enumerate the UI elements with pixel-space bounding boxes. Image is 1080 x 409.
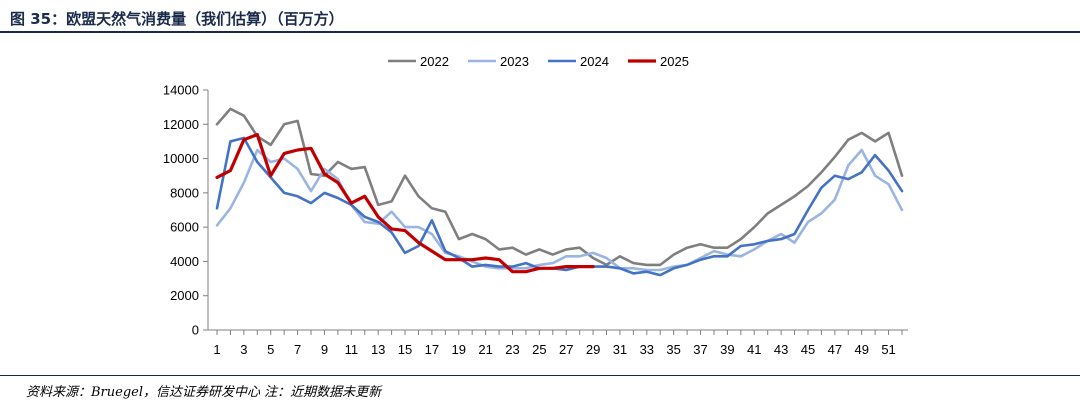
series-line-2022 xyxy=(215,107,904,267)
x-tick-label: 35 xyxy=(666,342,680,357)
x-tick-label: 39 xyxy=(720,342,734,357)
series-line-2023 xyxy=(215,148,904,272)
legend-label-2025: 2025 xyxy=(660,54,689,69)
x-tick-label: 29 xyxy=(586,342,600,357)
top-divider xyxy=(0,31,1080,33)
x-tick-label: 31 xyxy=(613,342,627,357)
x-tick-label: 11 xyxy=(345,342,359,357)
legend-label-2023: 2023 xyxy=(500,54,529,69)
x-tick-label: 33 xyxy=(640,342,654,357)
legend-label-2024: 2024 xyxy=(580,54,609,69)
y-tick-label: 4000 xyxy=(170,254,199,269)
x-tick-label: 37 xyxy=(693,342,707,357)
legend-label-2022: 2022 xyxy=(420,54,449,69)
y-tick-label: 12000 xyxy=(163,117,199,132)
y-tick-label: 14000 xyxy=(163,83,199,98)
chart-legend: 2022 2023 2024 2025 xyxy=(388,54,689,69)
x-tick-label: 49 xyxy=(854,342,868,357)
x-tick-label: 15 xyxy=(398,342,412,357)
x-tick-label: 3 xyxy=(240,342,247,357)
x-tick-label: 19 xyxy=(452,342,466,357)
y-tick-label: 0 xyxy=(192,323,199,338)
x-tick-label: 43 xyxy=(774,342,788,357)
figure-title: 图 35：欧盟天然气消费量（我们估算）（百万方） xyxy=(10,10,344,28)
x-tick-label: 51 xyxy=(881,342,895,357)
x-tick-label: 1 xyxy=(213,342,220,357)
y-tick-label: 8000 xyxy=(170,185,199,200)
series-line-2024 xyxy=(215,136,904,277)
chart-series xyxy=(215,107,904,277)
x-tick-label: 25 xyxy=(532,342,546,357)
x-tick-label: 47 xyxy=(828,342,842,357)
line-chart: 2022 2023 2024 2025 0 2000 4000 6000 8000 10000 1… xyxy=(163,54,908,357)
x-tick-label: 45 xyxy=(801,342,815,357)
bottom-divider xyxy=(0,375,1080,376)
x-tick-label: 7 xyxy=(294,342,301,357)
x-tick-label: 5 xyxy=(267,342,274,357)
y-tick-label: 2000 xyxy=(170,288,199,303)
y-tick-label: 10000 xyxy=(163,151,199,166)
x-tick-label: 13 xyxy=(371,342,385,357)
series-line-2025 xyxy=(215,132,595,274)
y-tick-label: 6000 xyxy=(170,220,199,235)
x-tick-label: 9 xyxy=(321,342,328,357)
x-tick-label: 21 xyxy=(478,342,492,357)
x-tick-label: 27 xyxy=(559,342,573,357)
x-tick-label: 23 xyxy=(505,342,519,357)
x-tick-label: 17 xyxy=(425,342,439,357)
x-tick-label: 41 xyxy=(747,342,761,357)
source-note: 资料来源：Bruegel，信达证券研发中心 注：近期数据未更新 xyxy=(26,385,382,400)
